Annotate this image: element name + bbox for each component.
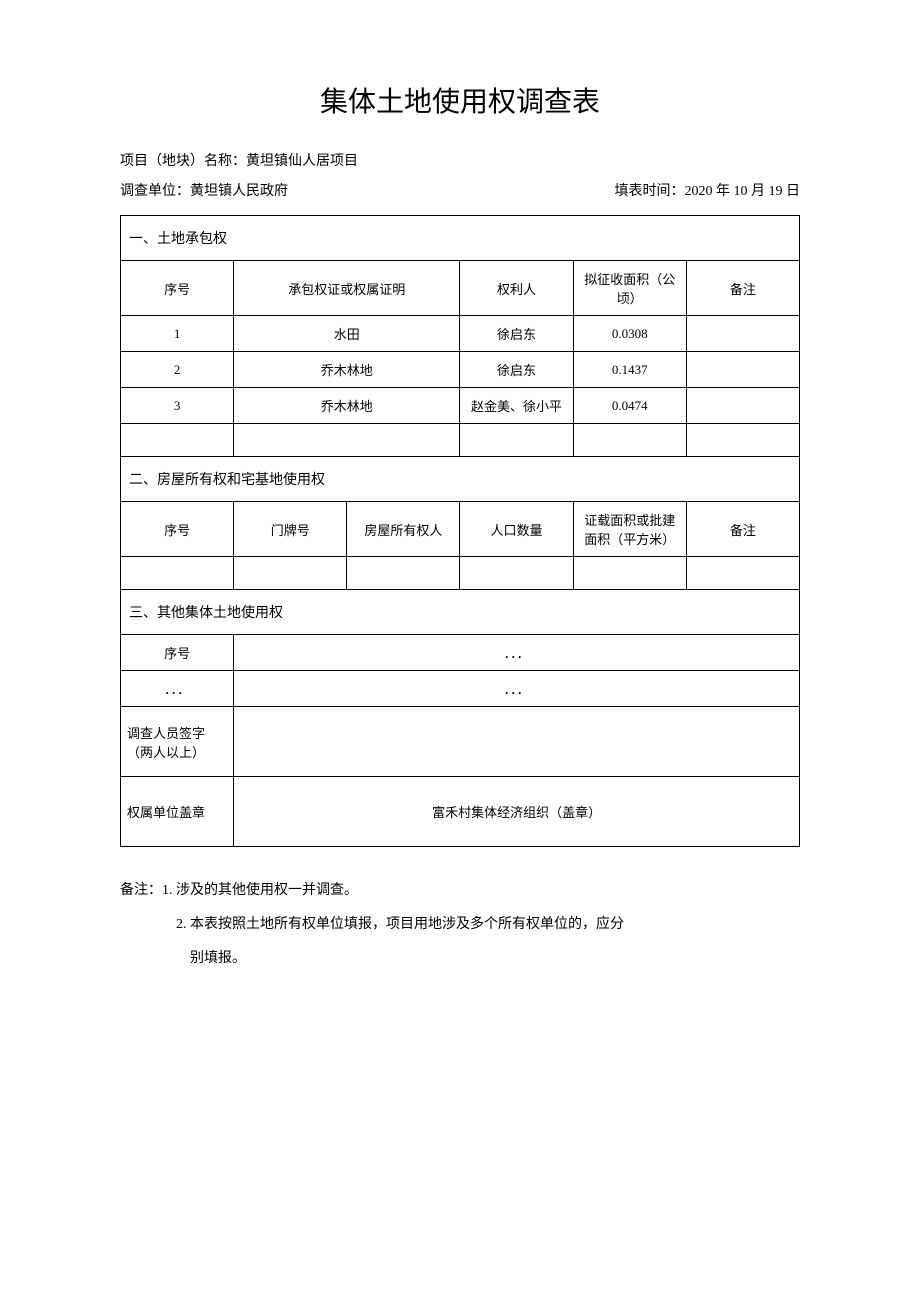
note-line-3: 别填报。 — [120, 945, 800, 973]
investigator-label: 调查人员签字（两人以上） — [121, 707, 234, 777]
s2-col-pop: 人口数量 — [460, 502, 573, 557]
table-cell — [686, 424, 799, 457]
seal-value: 富禾村集体经济组织（盖章） — [234, 777, 800, 847]
project-name: 黄坦镇仙人居项目 — [246, 154, 358, 169]
table-cell — [686, 352, 799, 388]
s2-col-owner: 房屋所有权人 — [347, 502, 460, 557]
s2-col-remark: 备注 — [686, 502, 799, 557]
s3-col-seq: 序号 — [121, 635, 234, 671]
section3-header: 三、其他集体土地使用权 — [121, 590, 800, 635]
s1-col-holder: 权利人 — [460, 261, 573, 316]
table-cell — [573, 424, 686, 457]
table-cell — [573, 557, 686, 590]
table-cell: 水田 — [234, 316, 460, 352]
table-cell: ．．． — [234, 671, 800, 707]
section1-header: 一、土地承包权 — [121, 216, 800, 261]
investigator-value — [234, 707, 800, 777]
note-line-1: 备注：1. 涉及的其他使用权一并调查。 — [120, 877, 800, 905]
section2-header: 二、房屋所有权和宅基地使用权 — [121, 457, 800, 502]
s2-col-seq: 序号 — [121, 502, 234, 557]
table-cell: 赵金美、徐小平 — [460, 388, 573, 424]
fill-time: 2020 年 10 月 19 日 — [685, 184, 801, 199]
table-cell — [460, 557, 573, 590]
survey-unit-label: 调查单位： — [120, 184, 190, 199]
s2-col-door: 门牌号 — [234, 502, 347, 557]
table-cell — [121, 557, 234, 590]
s1-col-cert: 承包权证或权属证明 — [234, 261, 460, 316]
table-cell: 徐启东 — [460, 352, 573, 388]
note-line-2: 2. 本表按照土地所有权单位填报，项目用地涉及多个所有权单位的，应分 — [120, 911, 800, 939]
table-cell — [234, 557, 347, 590]
table-cell: 徐启东 — [460, 316, 573, 352]
table-cell — [234, 424, 460, 457]
seal-label: 权属单位盖章 — [121, 777, 234, 847]
survey-unit-wrap: 调查单位：黄坦镇人民政府 — [120, 180, 288, 200]
table-cell: 乔木林地 — [234, 352, 460, 388]
table-cell: 0.1437 — [573, 352, 686, 388]
table-cell — [460, 424, 573, 457]
project-label: 项目（地块）名称： — [120, 154, 246, 169]
fill-time-label: 填表时间： — [615, 184, 685, 199]
s1-col-seq: 序号 — [121, 261, 234, 316]
page-title: 集体土地使用权调查表 — [120, 80, 800, 120]
table-cell — [121, 424, 234, 457]
table-cell — [347, 557, 460, 590]
table-cell — [686, 388, 799, 424]
s3-col-ellipsis: ．．． — [234, 635, 800, 671]
s2-col-area: 证载面积或批建面积（平方米） — [573, 502, 686, 557]
main-table: 一、土地承包权 序号 承包权证或权属证明 权利人 拟征收面积（公顷） 备注 1 … — [120, 215, 800, 847]
notes-block: 备注：1. 涉及的其他使用权一并调查。 2. 本表按照土地所有权单位填报，项目用… — [120, 877, 800, 973]
s1-col-area: 拟征收面积（公顷） — [573, 261, 686, 316]
meta-split-row: 调查单位：黄坦镇人民政府 填表时间：2020 年 10 月 19 日 — [120, 180, 800, 200]
table-cell: 3 — [121, 388, 234, 424]
fill-time-wrap: 填表时间：2020 年 10 月 19 日 — [615, 180, 801, 200]
project-row: 项目（地块）名称：黄坦镇仙人居项目 — [120, 150, 800, 170]
table-cell: 0.0474 — [573, 388, 686, 424]
table-cell: 0.0308 — [573, 316, 686, 352]
table-cell — [686, 557, 799, 590]
survey-unit: 黄坦镇人民政府 — [190, 184, 288, 199]
table-cell: 1 — [121, 316, 234, 352]
table-cell: 2 — [121, 352, 234, 388]
table-cell: ．．． — [121, 671, 234, 707]
table-cell: 乔木林地 — [234, 388, 460, 424]
s1-col-remark: 备注 — [686, 261, 799, 316]
table-cell — [686, 316, 799, 352]
